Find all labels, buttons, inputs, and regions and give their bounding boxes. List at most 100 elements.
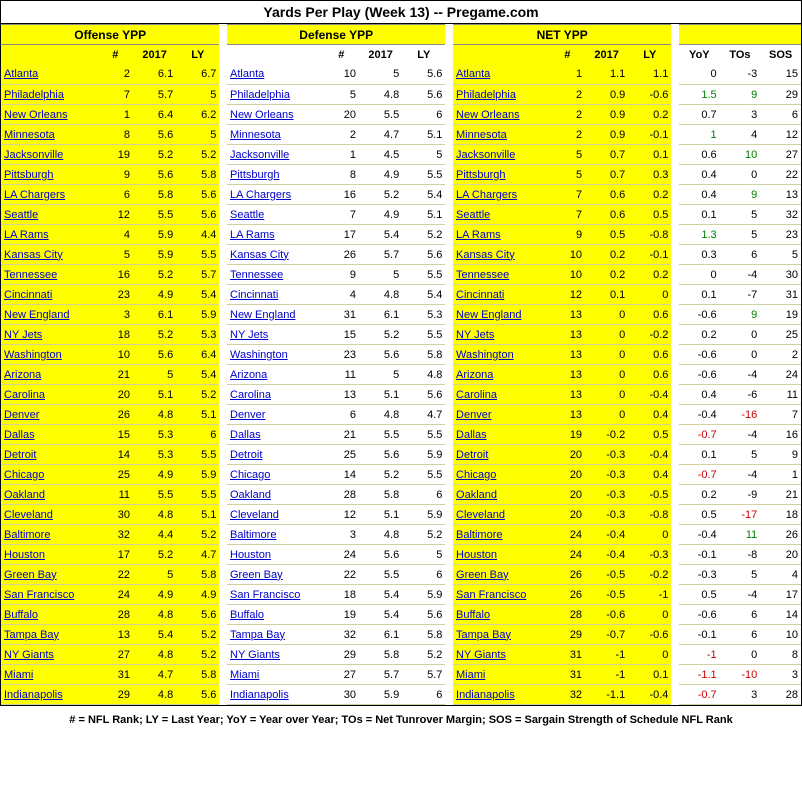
team-link[interactable]: LA Chargers <box>230 189 291 201</box>
team-link[interactable]: Denver <box>4 409 39 421</box>
team-cell[interactable]: Miami <box>227 665 324 685</box>
team-cell[interactable]: Cincinnati <box>227 285 324 305</box>
team-link[interactable]: Atlanta <box>230 68 264 80</box>
team-cell[interactable]: Chicago <box>1 465 98 485</box>
team-link[interactable]: LA Rams <box>230 229 275 241</box>
team-cell[interactable]: Philadelphia <box>1 85 98 105</box>
team-link[interactable]: Baltimore <box>230 529 276 541</box>
team-link[interactable]: Miami <box>4 669 33 681</box>
team-link[interactable]: Cincinnati <box>456 289 504 301</box>
team-link[interactable]: Jacksonville <box>230 149 289 161</box>
team-link[interactable]: Arizona <box>230 369 267 381</box>
team-link[interactable]: Minnesota <box>456 129 507 141</box>
team-cell[interactable]: Atlanta <box>227 65 324 85</box>
team-link[interactable]: LA Chargers <box>456 189 517 201</box>
team-cell[interactable]: NY Giants <box>227 645 324 665</box>
team-link[interactable]: Minnesota <box>230 129 281 141</box>
team-cell[interactable]: Kansas City <box>1 245 98 265</box>
team-cell[interactable]: Seattle <box>227 205 324 225</box>
team-cell[interactable]: Cincinnati <box>1 285 98 305</box>
team-cell[interactable]: Buffalo <box>453 605 550 625</box>
team-link[interactable]: Washington <box>230 349 288 361</box>
team-cell[interactable]: San Francisco <box>227 585 324 605</box>
team-cell[interactable]: Atlanta <box>453 65 550 85</box>
team-link[interactable]: Carolina <box>4 389 45 401</box>
team-cell[interactable]: Jacksonville <box>1 145 98 165</box>
team-link[interactable]: Tennessee <box>4 269 57 281</box>
team-cell[interactable]: NY Jets <box>1 325 98 345</box>
team-link[interactable]: Denver <box>230 409 265 421</box>
team-link[interactable]: Atlanta <box>456 68 490 80</box>
team-cell[interactable]: Detroit <box>227 445 324 465</box>
team-cell[interactable]: Arizona <box>1 365 98 385</box>
team-cell[interactable]: Baltimore <box>227 525 324 545</box>
team-link[interactable]: San Francisco <box>456 589 526 601</box>
team-cell[interactable]: Tampa Bay <box>227 625 324 645</box>
team-link[interactable]: Buffalo <box>456 609 490 621</box>
team-link[interactable]: Seattle <box>4 209 38 221</box>
team-link[interactable]: San Francisco <box>230 589 300 601</box>
team-cell[interactable]: Green Bay <box>227 565 324 585</box>
team-link[interactable]: Green Bay <box>230 569 283 581</box>
team-cell[interactable]: Philadelphia <box>453 85 550 105</box>
team-link[interactable]: LA Rams <box>456 229 501 241</box>
team-link[interactable]: Kansas City <box>4 249 63 261</box>
team-cell[interactable]: Green Bay <box>1 565 98 585</box>
team-link[interactable]: NY Jets <box>230 329 268 341</box>
team-cell[interactable]: Carolina <box>227 385 324 405</box>
team-link[interactable]: NY Jets <box>4 329 42 341</box>
team-link[interactable]: Carolina <box>456 389 497 401</box>
team-cell[interactable]: Jacksonville <box>453 145 550 165</box>
team-link[interactable]: Indianapolis <box>230 689 289 701</box>
team-cell[interactable]: Carolina <box>1 385 98 405</box>
team-link[interactable]: Seattle <box>230 209 264 221</box>
team-cell[interactable]: Jacksonville <box>227 145 324 165</box>
team-cell[interactable]: Oakland <box>453 485 550 505</box>
team-cell[interactable]: Kansas City <box>453 245 550 265</box>
team-cell[interactable]: Green Bay <box>453 565 550 585</box>
team-cell[interactable]: NY Giants <box>1 645 98 665</box>
team-cell[interactable]: Houston <box>1 545 98 565</box>
team-link[interactable]: Dallas <box>4 429 35 441</box>
team-link[interactable]: Philadelphia <box>230 89 290 101</box>
team-cell[interactable]: New Orleans <box>1 105 98 125</box>
team-link[interactable]: Cleveland <box>456 509 505 521</box>
team-link[interactable]: Jacksonville <box>4 149 63 161</box>
team-cell[interactable]: LA Rams <box>453 225 550 245</box>
team-cell[interactable]: Arizona <box>453 365 550 385</box>
team-link[interactable]: Dallas <box>456 429 487 441</box>
team-cell[interactable]: Minnesota <box>227 125 324 145</box>
team-cell[interactable]: Houston <box>227 545 324 565</box>
team-cell[interactable]: Washington <box>227 345 324 365</box>
team-link[interactable]: Kansas City <box>230 249 289 261</box>
team-link[interactable]: Minnesota <box>4 129 55 141</box>
team-cell[interactable]: New Orleans <box>227 105 324 125</box>
team-cell[interactable]: Dallas <box>453 425 550 445</box>
team-link[interactable]: Atlanta <box>4 68 38 80</box>
team-cell[interactable]: Seattle <box>1 205 98 225</box>
team-link[interactable]: Philadelphia <box>456 89 516 101</box>
team-cell[interactable]: Cleveland <box>453 505 550 525</box>
team-link[interactable]: Philadelphia <box>4 89 64 101</box>
team-link[interactable]: Kansas City <box>456 249 515 261</box>
team-cell[interactable]: Carolina <box>453 385 550 405</box>
team-cell[interactable]: NY Giants <box>453 645 550 665</box>
team-cell[interactable]: Atlanta <box>1 65 98 85</box>
team-cell[interactable]: Seattle <box>453 205 550 225</box>
team-link[interactable]: Seattle <box>456 209 490 221</box>
team-link[interactable]: New England <box>4 309 69 321</box>
team-link[interactable]: Tennessee <box>456 269 509 281</box>
team-cell[interactable]: Pittsburgh <box>1 165 98 185</box>
team-cell[interactable]: Washington <box>453 345 550 365</box>
team-cell[interactable]: Philadelphia <box>227 85 324 105</box>
team-link[interactable]: NY Giants <box>230 649 280 661</box>
team-cell[interactable]: Arizona <box>227 365 324 385</box>
team-cell[interactable]: Houston <box>453 545 550 565</box>
team-cell[interactable]: Cleveland <box>1 505 98 525</box>
team-link[interactable]: Carolina <box>230 389 271 401</box>
team-link[interactable]: Denver <box>456 409 491 421</box>
team-cell[interactable]: Cleveland <box>227 505 324 525</box>
team-cell[interactable]: Tennessee <box>1 265 98 285</box>
team-link[interactable]: Detroit <box>4 449 36 461</box>
team-link[interactable]: Cleveland <box>4 509 53 521</box>
